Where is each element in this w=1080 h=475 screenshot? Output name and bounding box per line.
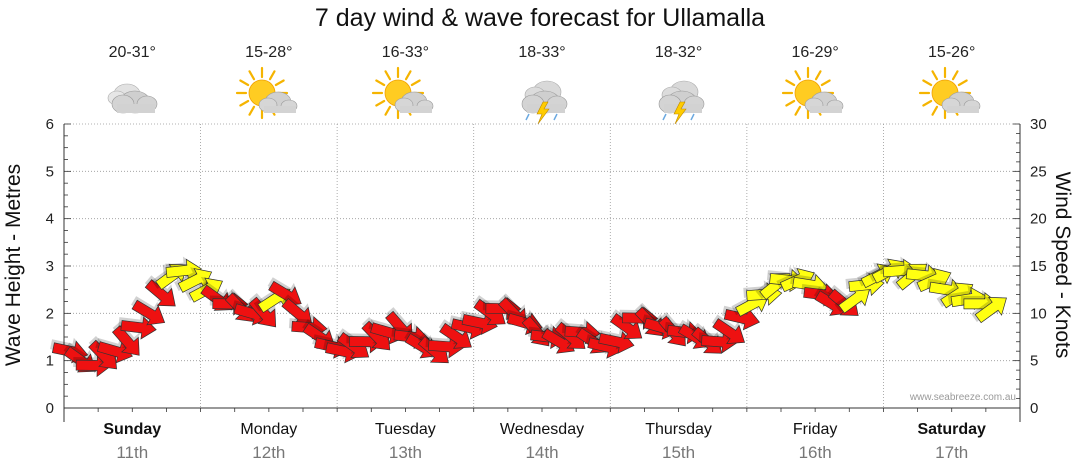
right-tick-label: 10 (1030, 305, 1047, 322)
day-date-label: 11th (116, 443, 149, 462)
left-tick-label: 0 (46, 400, 54, 417)
wind-arrow (118, 313, 157, 340)
site-credit[interactable]: www.seabreeze.com.au (909, 392, 1016, 403)
wind-arrow-shape (111, 325, 140, 356)
day-temperature: 15-26° (928, 44, 976, 61)
right-tick-label: 20 (1030, 211, 1047, 228)
right-axis-label: Wind Speed - Knots (1051, 171, 1074, 359)
right-tick-label: 30 (1030, 116, 1047, 133)
partly-sunny-icon (234, 66, 304, 124)
thunderstorm-icon (644, 66, 714, 125)
chart-title: 7 day wind & wave forecast for Ullamalla (314, 4, 766, 32)
day-temperature: 18-33° (518, 44, 566, 61)
wind-arrow-shape (974, 296, 1007, 324)
day-date-label: 14th (525, 443, 559, 462)
day-name-label: Thursday (645, 421, 712, 438)
day-temperature: 18-32° (654, 44, 703, 61)
thunderstorm-icon (507, 66, 577, 125)
wind-arrow (111, 321, 140, 356)
day-temperature: 20-31° (108, 44, 156, 61)
wind-arrow (711, 314, 745, 345)
partly-sunny-icon (780, 66, 850, 124)
day-name-label: Monday (240, 421, 298, 438)
left-axis-label: Wave Height - Metres (2, 163, 25, 367)
wind-arrow (131, 296, 166, 326)
left-tick-label: 6 (46, 116, 54, 133)
day-date-label: 17th (935, 443, 969, 462)
day-temperature: 15-28° (245, 44, 293, 61)
right-tick-label: 5 (1030, 353, 1038, 370)
day-date-label: 13th (388, 443, 422, 462)
day-date-label: 16th (798, 443, 832, 462)
wind-arrow-shape (248, 296, 277, 328)
day-name-label: Friday (792, 421, 838, 438)
right-tick-label: 15 (1030, 258, 1047, 275)
day-date-label: 15th (662, 443, 696, 462)
wind-arrow (144, 275, 176, 307)
partly-sunny-icon (917, 66, 987, 124)
day-temperature: 16-29° (791, 44, 839, 61)
day-temperature: 16-33° (381, 44, 430, 61)
wind-arrow-shape (131, 299, 166, 326)
left-tick-label: 4 (46, 211, 54, 228)
left-tick-label: 2 (46, 305, 54, 322)
day-name-label: Tuesday (375, 421, 436, 438)
wind-arrow-shape (120, 316, 157, 340)
day-name-label: Sunday (103, 421, 162, 438)
cloudy-icon (97, 66, 167, 124)
wind-arrow-shape (712, 318, 745, 345)
day-date-label: 12th (252, 443, 286, 462)
right-tick-label: 0 (1030, 400, 1038, 417)
day-name-label: Wednesday (499, 421, 585, 438)
wind-arrow-shape (144, 279, 176, 307)
right-tick-label: 25 (1030, 163, 1047, 180)
left-tick-label: 1 (46, 353, 54, 370)
left-tick-label: 3 (46, 258, 54, 275)
partly-sunny-icon (370, 66, 440, 124)
wind-arrow (971, 296, 1007, 324)
left-tick-label: 5 (46, 163, 54, 180)
day-name-label: Saturday (917, 421, 986, 438)
